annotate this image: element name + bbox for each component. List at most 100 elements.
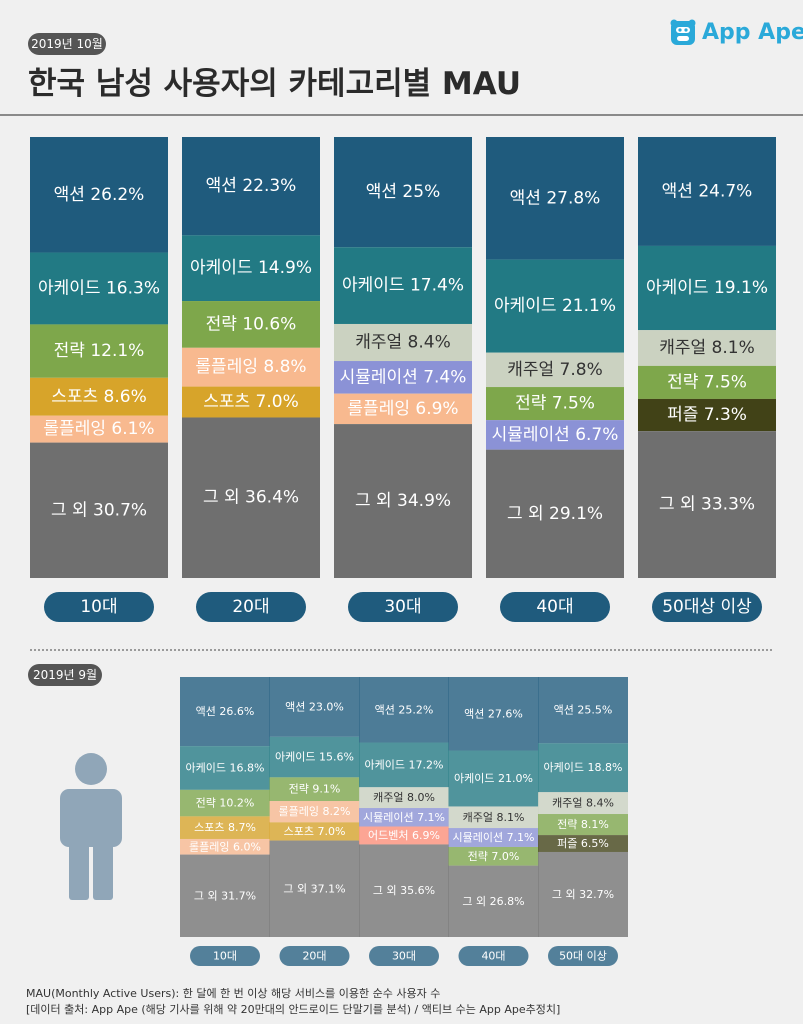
segment-data-label: 액션 25% xyxy=(366,182,440,202)
segment-data-label: 캐주얼 8.1% xyxy=(463,810,525,824)
segment-data-label: 아케이드 16.8% xyxy=(186,762,265,775)
category-label: 10대 xyxy=(80,597,117,617)
logo-text: App Ape xyxy=(702,19,803,45)
bar-segment xyxy=(30,415,168,443)
footnote-data-source: [데이터 출처: App Ape (해당 기사를 위해 약 20만대의 안드로이… xyxy=(26,1003,561,1016)
bar-segment xyxy=(448,677,539,751)
bar-segment xyxy=(269,801,360,823)
category-label: 50대상 이상 xyxy=(662,597,752,617)
segment-data-label: 퍼즐 7.3% xyxy=(667,405,747,425)
male-person-icon xyxy=(60,753,122,900)
bar-segment xyxy=(486,137,624,260)
segment-data-label: 캐주얼 8.4% xyxy=(355,333,451,353)
bar-segment xyxy=(30,137,168,253)
bar-segment xyxy=(638,431,776,578)
bar-segment xyxy=(359,808,449,827)
segment-data-label: 스포츠 8.6% xyxy=(51,387,147,407)
segment-data-label: 전략 12.1% xyxy=(54,341,145,361)
bar-segment xyxy=(182,301,320,348)
bar-segment xyxy=(538,792,628,815)
category-label: 10대 xyxy=(213,950,237,963)
page-title: 한국 남성 사용자의 카테고리별 MAU xyxy=(28,66,521,102)
category-pill xyxy=(196,592,306,622)
bar-segment xyxy=(638,398,776,432)
bar-segment xyxy=(180,789,270,817)
bar-segment xyxy=(448,865,539,937)
bar-segment xyxy=(486,259,624,353)
bar-segment xyxy=(359,742,449,788)
category-pill xyxy=(652,592,762,622)
segment-data-label: 롤플레잉 6.1% xyxy=(43,419,154,439)
bar-segment xyxy=(30,377,168,416)
segment-data-label: 아케이드 19.1% xyxy=(646,278,768,298)
segment-data-label: 그 외 29.1% xyxy=(507,504,603,524)
segment-data-label: 전략 10.2% xyxy=(196,797,255,810)
category-label: 40대 xyxy=(536,597,573,617)
bar-segment xyxy=(486,449,624,578)
bar-segment xyxy=(448,806,539,829)
category-label: 20대 xyxy=(302,950,326,963)
bar-segment xyxy=(486,387,624,421)
segment-data-label: 아케이드 18.8% xyxy=(544,761,623,774)
bar-segment xyxy=(182,137,320,236)
segment-data-label: 퍼즐 6.5% xyxy=(557,837,609,850)
segment-data-label: 전략 7.5% xyxy=(515,394,595,414)
segment-data-label: 캐주얼 8.4% xyxy=(552,796,614,810)
segment-data-label: 액션 26.6% xyxy=(196,705,255,718)
segment-data-label: 아케이드 21.1% xyxy=(494,296,616,316)
segment-data-label: 액션 25.5% xyxy=(554,704,613,717)
segment-data-label: 액션 27.8% xyxy=(510,188,601,208)
segment-data-label: 액션 23.0% xyxy=(285,700,344,713)
segment-data-label: 전략 7.0% xyxy=(468,850,520,863)
segment-data-label: 캐주얼 8.0% xyxy=(373,790,435,804)
bar-segment xyxy=(538,677,628,744)
bar-segment xyxy=(334,361,472,394)
category-label: 20대 xyxy=(232,597,269,617)
segment-data-label: 시뮬레이션 7.1% xyxy=(452,831,534,844)
category-pill xyxy=(279,946,350,966)
date-badge-october: 2019년 10월 xyxy=(28,33,106,55)
segment-data-label: 전략 7.5% xyxy=(667,372,747,392)
bar-segment xyxy=(638,137,776,246)
bar-segment xyxy=(448,846,539,866)
bar-segment xyxy=(359,826,449,845)
category-pill xyxy=(44,592,154,622)
segment-data-label: 그 외 26.8% xyxy=(462,895,524,908)
segment-data-label: 액션 24.7% xyxy=(662,181,753,201)
section-divider xyxy=(30,649,772,651)
footnote-mau-definition: MAU(Monthly Active Users): 한 달에 한 번 이상 해… xyxy=(26,987,441,1000)
segment-data-label: 시뮬레이션 6.7% xyxy=(492,425,619,445)
bar-segment xyxy=(182,417,320,578)
bar-segment xyxy=(334,137,472,248)
bar-segment xyxy=(638,330,776,366)
bar-segment xyxy=(538,835,628,852)
segment-data-label: 전략 9.1% xyxy=(289,783,341,796)
category-pill xyxy=(369,946,439,966)
bar-segment xyxy=(180,677,270,747)
ape-face-icon xyxy=(670,19,696,45)
category-label: 30대 xyxy=(392,950,416,963)
segment-data-label: 캐주얼 8.1% xyxy=(659,338,755,358)
segment-data-label: 그 외 32.7% xyxy=(552,888,614,901)
segment-data-label: 액션 27.6% xyxy=(464,707,523,720)
segment-data-label: 전략 10.6% xyxy=(206,314,297,334)
bar-segment xyxy=(180,746,270,790)
segment-data-label: 스포츠 7.0% xyxy=(284,825,346,838)
bar-segment xyxy=(269,777,360,802)
app-ape-logo: App Ape xyxy=(670,16,803,48)
segment-data-label: 아케이드 17.4% xyxy=(342,276,464,296)
segment-data-label: 액션 22.3% xyxy=(206,176,297,196)
bar-segment xyxy=(334,424,472,578)
segment-data-label: 캐주얼 7.8% xyxy=(507,360,603,380)
bar-segment xyxy=(180,816,270,839)
bar-segment xyxy=(486,352,624,388)
segment-data-label: 스포츠 8.7% xyxy=(194,821,256,834)
segment-data-label: 시뮬레이션 7.4% xyxy=(340,367,467,387)
bar-segment xyxy=(269,822,360,841)
bar-segment xyxy=(182,235,320,302)
bar-segment xyxy=(180,838,270,855)
segment-data-label: 그 외 33.3% xyxy=(659,495,755,515)
segment-data-label: 롤플레잉 8.2% xyxy=(279,805,351,818)
bar-segment xyxy=(182,386,320,418)
